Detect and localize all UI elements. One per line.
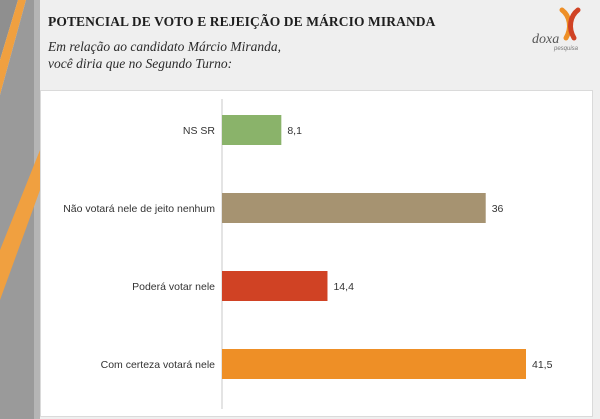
- category-label: Poderá votar nele: [132, 281, 215, 293]
- doxa-logo: doxa pesquisa: [532, 7, 581, 52]
- bar: [222, 193, 486, 223]
- category-label: Com certeza votará nele: [101, 359, 216, 371]
- decorative-stripes: [0, 0, 40, 419]
- logo-tagline: pesquisa: [553, 46, 579, 52]
- value-label: 8,1: [287, 125, 302, 137]
- value-label: 41,5: [532, 359, 553, 371]
- category-label: NS SR: [183, 125, 216, 137]
- bar: [222, 349, 526, 379]
- category-label: Não votará nele de jeito nenhum: [63, 203, 215, 215]
- page-title: POTENCIAL DE VOTO E REJEIÇÃO DE MÁRCIO M…: [48, 14, 436, 29]
- bar: [222, 271, 328, 301]
- value-label: 14,4: [333, 281, 354, 293]
- chart-area: NS SR 8,1 Não votará nele de jeito nenhum 3…: [40, 90, 593, 417]
- value-label: 36: [492, 203, 504, 215]
- subtitle-line-1: Em relação ao candidato Márcio Miranda,: [48, 39, 281, 54]
- bar: [222, 115, 282, 145]
- page-subtitle: Em relação ao candidato Márcio Miranda, …: [48, 38, 281, 72]
- bar-chart: NS SR 8,1 Não votará nele de jeito nenhum 3…: [63, 99, 553, 409]
- subtitle-line-2: você diria que no Segundo Turno:: [48, 56, 233, 71]
- logo-wordmark: doxa: [532, 32, 559, 47]
